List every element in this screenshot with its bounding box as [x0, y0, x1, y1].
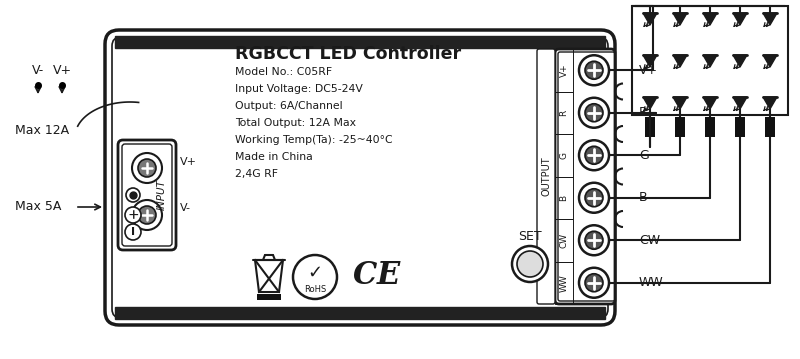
Text: B: B — [559, 195, 569, 201]
Bar — [735, 117, 745, 137]
Polygon shape — [733, 13, 747, 25]
Text: G: G — [639, 149, 649, 162]
Bar — [257, 294, 281, 300]
Polygon shape — [643, 13, 657, 25]
Circle shape — [517, 251, 543, 277]
Bar — [555, 92, 573, 134]
Circle shape — [138, 159, 156, 177]
Circle shape — [585, 104, 603, 122]
Bar — [632, 6, 788, 115]
Text: CW: CW — [639, 234, 660, 247]
Text: E: E — [376, 260, 400, 290]
Circle shape — [579, 225, 609, 255]
Polygon shape — [733, 55, 747, 67]
FancyBboxPatch shape — [555, 49, 615, 304]
Polygon shape — [643, 97, 657, 109]
Text: Output: 6A/Channel: Output: 6A/Channel — [235, 101, 342, 111]
Text: I: I — [131, 227, 135, 237]
Text: Model No.: C05RF: Model No.: C05RF — [235, 67, 332, 77]
Text: V+: V+ — [559, 64, 569, 77]
Bar — [555, 177, 573, 219]
Text: V+: V+ — [53, 64, 71, 77]
Polygon shape — [733, 97, 747, 109]
Circle shape — [579, 98, 609, 128]
Bar — [555, 134, 573, 177]
Bar — [765, 117, 775, 137]
Polygon shape — [763, 55, 777, 67]
Text: +: + — [128, 210, 138, 220]
Text: Max 5A: Max 5A — [15, 200, 62, 214]
Text: WW: WW — [559, 274, 569, 292]
Circle shape — [125, 224, 141, 240]
Bar — [555, 49, 573, 92]
Text: 2,4G RF: 2,4G RF — [235, 169, 278, 179]
Text: Total Output: 12A Max: Total Output: 12A Max — [235, 118, 356, 128]
Text: C: C — [353, 260, 377, 290]
FancyBboxPatch shape — [537, 49, 555, 304]
Text: V+: V+ — [180, 157, 197, 167]
Circle shape — [125, 207, 141, 223]
Polygon shape — [763, 97, 777, 109]
Circle shape — [512, 246, 548, 282]
Text: INPUT: INPUT — [157, 180, 167, 210]
Bar — [675, 117, 685, 137]
Text: Input Voltage: DC5-24V: Input Voltage: DC5-24V — [235, 84, 363, 94]
Circle shape — [579, 55, 609, 85]
Text: WW: WW — [639, 276, 664, 289]
Circle shape — [579, 140, 609, 170]
Text: B: B — [639, 191, 648, 204]
Text: V-: V- — [32, 64, 44, 77]
Polygon shape — [763, 13, 777, 25]
Polygon shape — [703, 55, 717, 67]
Circle shape — [138, 206, 156, 224]
Circle shape — [293, 255, 337, 299]
Text: Made in China: Made in China — [235, 152, 313, 162]
Bar — [645, 117, 655, 137]
Text: RoHS: RoHS — [304, 284, 326, 294]
Text: +: + — [127, 208, 139, 222]
Circle shape — [585, 61, 603, 79]
Bar — [555, 219, 573, 261]
Text: RGBCCT LED Controller: RGBCCT LED Controller — [235, 45, 461, 63]
Text: R: R — [639, 106, 648, 119]
Circle shape — [585, 274, 603, 292]
Bar — [705, 117, 715, 137]
Polygon shape — [673, 97, 687, 109]
Circle shape — [126, 188, 140, 202]
FancyBboxPatch shape — [118, 140, 176, 250]
Text: I: I — [131, 227, 135, 237]
Circle shape — [132, 200, 162, 230]
Polygon shape — [673, 55, 687, 67]
Text: Max 12A: Max 12A — [15, 125, 69, 137]
Polygon shape — [703, 97, 717, 109]
Text: V+: V+ — [639, 64, 658, 77]
Circle shape — [585, 146, 603, 164]
Bar — [555, 261, 573, 304]
Polygon shape — [643, 55, 657, 67]
Text: G: G — [559, 152, 569, 159]
Text: CW: CW — [559, 233, 569, 248]
Circle shape — [585, 189, 603, 207]
Polygon shape — [703, 13, 717, 25]
Text: OUTPUT: OUTPUT — [541, 157, 551, 196]
Bar — [115, 36, 605, 48]
Circle shape — [579, 268, 609, 298]
Text: SET: SET — [518, 229, 542, 242]
Bar — [115, 307, 605, 319]
Text: Working Temp(Ta): -25~40°C: Working Temp(Ta): -25~40°C — [235, 135, 393, 145]
Circle shape — [579, 183, 609, 213]
Text: R: R — [559, 109, 569, 116]
Polygon shape — [673, 13, 687, 25]
Text: ✓: ✓ — [307, 264, 322, 282]
Text: V-: V- — [180, 203, 191, 213]
Circle shape — [585, 231, 603, 249]
FancyBboxPatch shape — [105, 30, 615, 325]
Circle shape — [132, 153, 162, 183]
